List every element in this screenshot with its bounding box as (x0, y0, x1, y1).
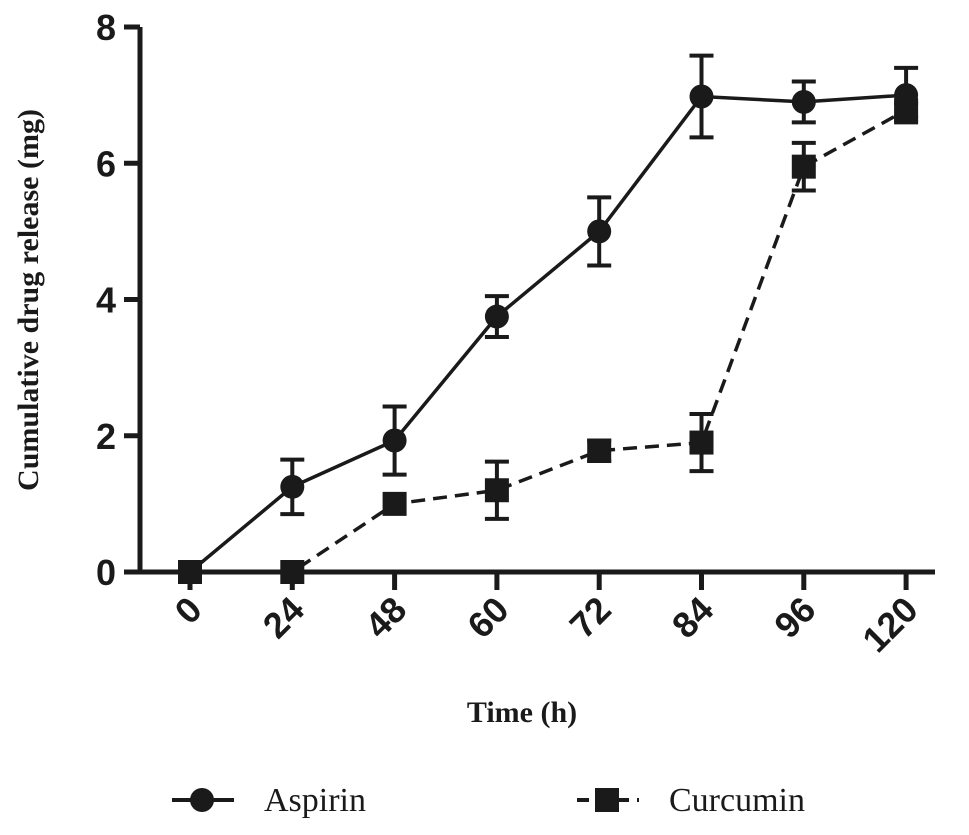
x-tick-label: 84 (664, 589, 721, 646)
series-aspirin (178, 53, 919, 584)
y-axis-label: Cumulative drug release (mg) (12, 109, 45, 491)
series-layer (178, 53, 919, 584)
data-point (689, 84, 714, 109)
x-tick-label: 72 (562, 589, 619, 646)
data-point (791, 89, 816, 114)
y-tick-label: 6 (96, 143, 116, 184)
data-point (178, 560, 202, 584)
y-tick-label: 4 (96, 280, 116, 321)
data-point (484, 478, 509, 503)
legend-item-aspirin: Aspirin (172, 782, 366, 819)
data-point (791, 154, 816, 179)
data-point (587, 438, 612, 463)
data-point (587, 219, 612, 244)
data-point (894, 83, 919, 108)
legend-marker (190, 788, 214, 812)
legend-label: Curcumin (669, 782, 805, 819)
series-line (190, 108, 907, 574)
legend-label: Aspirin (264, 782, 366, 819)
y-tick-label: 0 (96, 552, 116, 593)
x-tick-label: 96 (766, 589, 823, 646)
x-tick-label: 24 (255, 589, 312, 646)
data-point (280, 560, 305, 584)
series-curcumin (178, 98, 919, 584)
data-point (484, 304, 509, 329)
series-line (188, 93, 907, 574)
data-point (280, 474, 305, 499)
x-tick-label: 120 (854, 589, 925, 660)
legend: Aspirin Curcumin (172, 782, 805, 819)
y-tick-label: 8 (96, 7, 116, 48)
x-axis-label: Time (h) (467, 696, 577, 729)
x-tick-label: 48 (357, 589, 414, 646)
data-point (689, 430, 714, 455)
data-point (382, 491, 407, 516)
data-point (382, 428, 407, 453)
legend-item-curcumin: Curcumin (577, 782, 805, 819)
y-tick-label: 2 (96, 416, 116, 457)
x-tick-label: 60 (459, 589, 516, 646)
x-tick-label: 0 (167, 589, 210, 632)
legend-marker (595, 788, 619, 812)
